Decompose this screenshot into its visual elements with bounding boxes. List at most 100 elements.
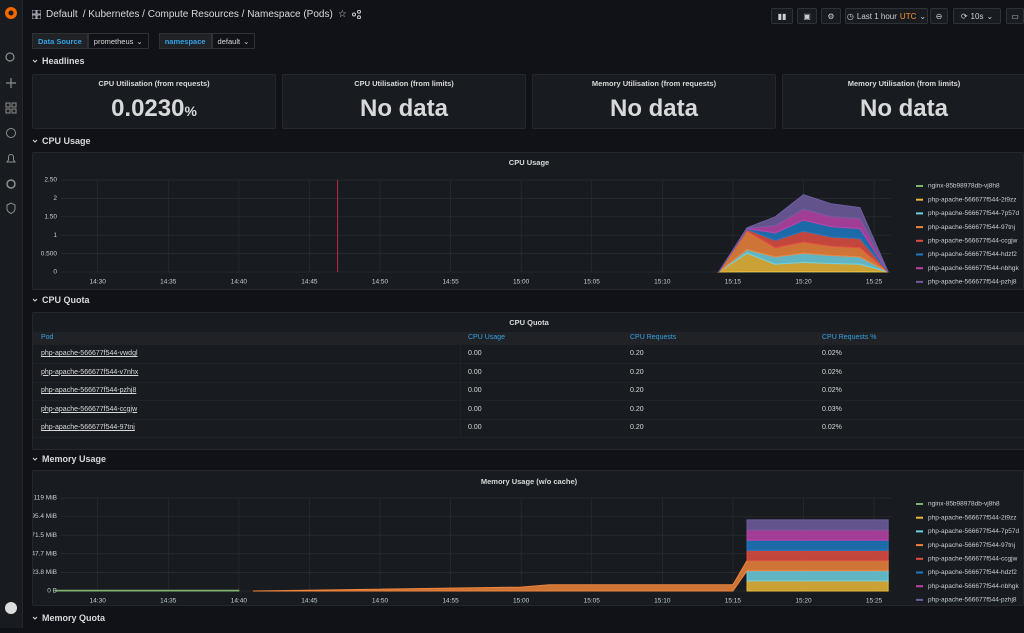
- x-tick-label: 14:50: [372, 279, 389, 286]
- legend-label: php-apache-566677f544-hdzf2: [928, 251, 1017, 258]
- zoom-out-button[interactable]: ⊖: [930, 8, 948, 24]
- shield-icon[interactable]: [7, 203, 15, 214]
- row-header[interactable]: Memory Usage: [32, 453, 106, 465]
- search-icon[interactable]: [6, 53, 14, 61]
- legend-label: php-apache-566677f544-2t9zz: [928, 196, 1017, 203]
- stat-value: 0.0230: [111, 95, 184, 122]
- column-header[interactable]: CPU Requests: [630, 334, 676, 341]
- create-icon[interactable]: [6, 78, 16, 88]
- chevron-icon: [32, 456, 38, 462]
- share-icon[interactable]: [352, 10, 361, 19]
- x-tick-label: 14:45: [301, 598, 318, 605]
- row-header[interactable]: Headlines: [32, 55, 85, 67]
- chevron-icon: [32, 615, 38, 621]
- stat-panel: CPU Utilisation (from limits)No data: [282, 74, 526, 129]
- stat-panel: Memory Utilisation (from requests) No dat…: [532, 74, 776, 129]
- row-title: CPU Usage: [42, 136, 91, 146]
- cell: 0.00: [468, 387, 482, 394]
- variable-value[interactable]: prometheus⌄: [88, 33, 149, 49]
- chevron: [33, 617, 37, 619]
- caret: ⌄: [136, 37, 142, 46]
- column-header[interactable]: Pod: [41, 334, 53, 341]
- legend-label: php-apache-566677f544-ccgjw: [928, 238, 1018, 245]
- clock-icon: ◷: [847, 12, 854, 21]
- alert-icon[interactable]: [7, 155, 15, 163]
- settings-icon[interactable]: [7, 180, 15, 188]
- variable-value-text: prometheus: [94, 37, 134, 46]
- stat-title: Memory Utilisation (from requests): [533, 79, 775, 88]
- series-area: [747, 540, 888, 550]
- legend-label: php-apache-566677f544-nbhgk: [928, 265, 1019, 272]
- star-icon[interactable]: ☆: [338, 9, 347, 20]
- legend-label: php-apache-566677f544-97tnj: [928, 224, 1015, 231]
- column-separator: [460, 364, 461, 382]
- x-tick-label: 14:30: [90, 279, 107, 286]
- y-tick-label: 71.5 MiB: [33, 532, 57, 539]
- column-separator: [460, 382, 461, 400]
- refresh-picker[interactable]: ⟳ 10s ⌄: [953, 8, 1001, 24]
- row-separator: [33, 437, 1024, 438]
- series-area: [747, 520, 888, 530]
- series-area: [747, 571, 888, 581]
- cell: 0.02%: [822, 387, 842, 394]
- user-avatar[interactable]: [5, 602, 17, 614]
- y-tick-label: 1: [53, 232, 57, 239]
- legend-label: php-apache-566677f544-7p57d: [928, 528, 1019, 535]
- x-tick-label: 15:25: [866, 598, 883, 605]
- explore-icon[interactable]: [7, 129, 16, 138]
- row-separator: [33, 419, 1024, 420]
- variable-label: namespace: [159, 33, 212, 49]
- row-header[interactable]: CPU Quota: [32, 294, 90, 306]
- variable-value[interactable]: default⌄: [212, 33, 256, 49]
- cell: php-apache-566677f544-pzhj8: [41, 387, 136, 394]
- variable-label: Data Source: [32, 33, 88, 49]
- sidebar: [0, 0, 23, 628]
- cell: php-apache-566677f544-97tnj: [41, 424, 135, 431]
- row-header[interactable]: CPU Usage: [32, 135, 91, 147]
- chevron: [33, 140, 37, 142]
- chevron-icon: [32, 58, 38, 64]
- x-tick-label: 15:10: [654, 598, 671, 605]
- x-tick-label: 14:45: [301, 279, 318, 286]
- stat-value: No data: [610, 95, 698, 122]
- time-picker[interactable]: ◷ Last 1 hour UTC ⌄: [845, 8, 928, 24]
- chevron: [33, 299, 37, 301]
- row-title: Headlines: [42, 56, 85, 66]
- row-header[interactable]: Memory Quota: [32, 612, 105, 624]
- chart-title: CPU Usage: [509, 158, 549, 167]
- legend-label: php-apache-566677f544-nbhgk: [928, 583, 1019, 590]
- variable-value-text: default: [218, 37, 241, 46]
- y-tick-label: 2.50: [44, 177, 57, 184]
- legend-label: php-apache-566677f544-pzhj8: [928, 597, 1017, 604]
- cell: 0.02%: [822, 424, 842, 431]
- row-title: CPU Quota: [42, 295, 90, 305]
- x-tick-label: 14:55: [442, 279, 459, 286]
- x-tick-label: 14:40: [231, 598, 248, 605]
- stat-value-wrap: No data: [533, 95, 775, 123]
- dashboards-icon[interactable]: [6, 103, 16, 113]
- y-tick-label: 2: [53, 195, 57, 202]
- grid-icon: [32, 10, 41, 19]
- legend-label: nginx-85b98978db-vj8h8: [928, 501, 1000, 508]
- y-tick-label: 119 MiB: [34, 495, 57, 502]
- column-header[interactable]: CPU Requests %: [822, 334, 876, 341]
- stat-panel: Memory Utilisation (from limits)No data: [782, 74, 1024, 129]
- stat-title: CPU Utilisation (from limits): [283, 79, 525, 88]
- cell: 0.00: [468, 369, 482, 376]
- x-tick-label: 14:35: [160, 279, 177, 286]
- x-tick-label: 14:35: [160, 598, 177, 605]
- breadcrumb-root[interactable]: Default: [46, 9, 78, 20]
- legend-label: nginx-85b98978db-vj8h8: [928, 183, 1000, 190]
- settings-button[interactable]: ⚙: [821, 8, 841, 24]
- x-tick-label: 15:00: [513, 598, 530, 605]
- row-separator: [33, 400, 1024, 401]
- tv-mode-button[interactable]: ▭: [1006, 8, 1024, 24]
- column-header[interactable]: CPU Usage: [468, 334, 505, 341]
- row-title: Memory Quota: [42, 613, 105, 623]
- add-panel-button[interactable]: ▮▮: [771, 8, 793, 24]
- save-button[interactable]: ▣: [797, 8, 817, 24]
